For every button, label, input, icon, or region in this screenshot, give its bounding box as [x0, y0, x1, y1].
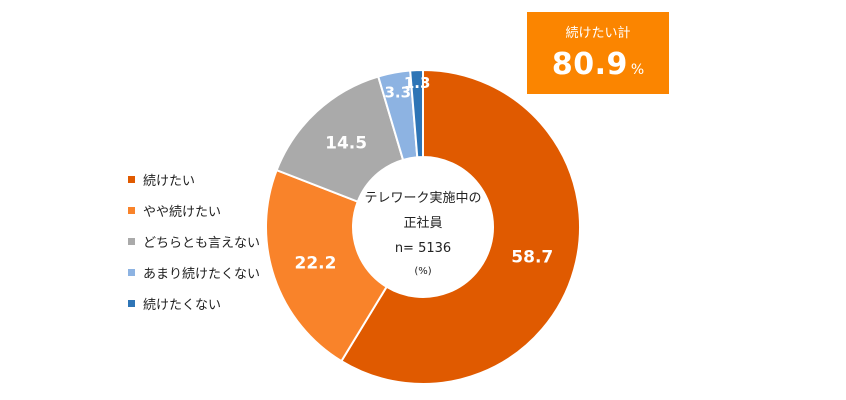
legend-label-2: どちらとも言えない — [143, 236, 261, 251]
legend-item-4: 続けたくない — [128, 288, 260, 319]
donut-slices — [265, 68, 581, 385]
legend-label-1: やや続けたい — [143, 205, 222, 220]
center-unit: (%) — [414, 266, 431, 277]
summary-value-row: 80.9% — [527, 47, 669, 82]
legend-item-3: あまり続けたくない — [128, 257, 260, 288]
slice-labels: 58.7 22.2 14.5 3.31.3 — [295, 74, 554, 273]
slice-label-4: 1.3 — [404, 74, 431, 92]
summary-value: 80.9 — [551, 47, 628, 82]
legend-swatch-3 — [128, 269, 135, 276]
summary-box: 続けたい計 80.9% — [527, 12, 669, 94]
legend-item-2: どちらとも言えない — [128, 226, 260, 257]
legend-item-0: 続けたい — [128, 164, 260, 195]
summary-label: 続けたい計 — [565, 26, 631, 41]
center-label-line1: テレワーク実施中の — [364, 190, 481, 206]
summary-unit: % — [630, 62, 645, 78]
legend-item-1: やや続けたい — [128, 195, 260, 226]
legend-label-3: あまり続けたくない — [143, 267, 261, 282]
legend-swatch-0 — [128, 176, 135, 183]
legend-swatch-1 — [128, 207, 135, 214]
slice-label-1: 22.2 — [295, 253, 337, 273]
legend: 続けたいやや続けたいどちらとも言えない あまり続けたくない 続けたくない — [128, 164, 260, 319]
legend-swatch-2 — [128, 238, 135, 245]
donut-hole — [353, 157, 493, 297]
slice-label-2: 14.5 — [325, 134, 367, 154]
center-label-line2: 正社員 — [403, 215, 442, 231]
slice-label-3: 3.3 — [384, 83, 411, 101]
slice-label-0: 58.7 — [511, 248, 553, 268]
center-sample-size: n= 5136 — [395, 241, 451, 256]
legend-label-4: 続けたくない — [143, 298, 222, 313]
legend-label-0: 続けたい — [143, 174, 196, 189]
legend-swatch-4 — [128, 300, 135, 307]
